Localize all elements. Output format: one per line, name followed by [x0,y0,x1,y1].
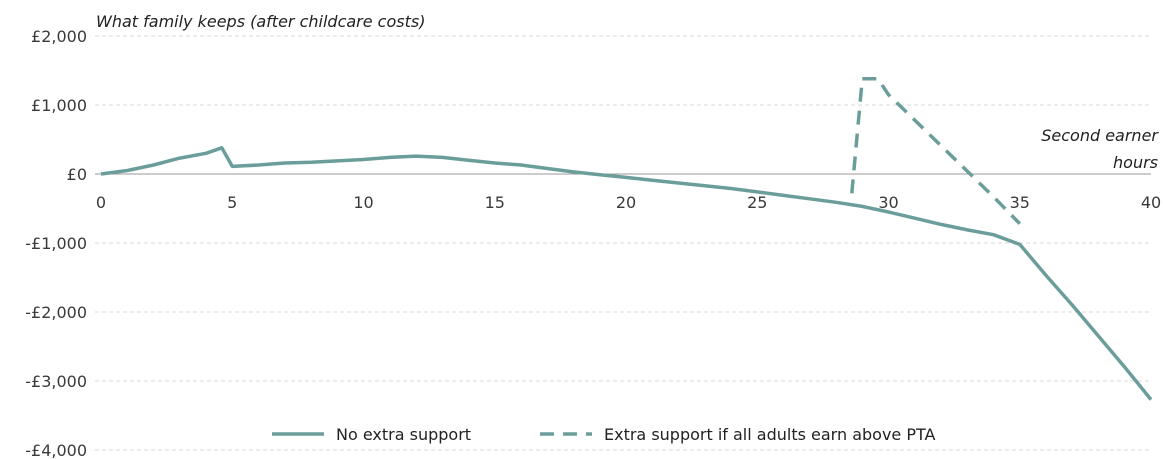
x-tick-label: 10 [353,193,373,212]
series-line-extra-support [850,77,1022,225]
y-tick-label: £1,000 [31,96,87,115]
y-tick-label: -£4,000 [25,441,87,459]
series-line-no-extra-support [100,146,1153,401]
legend-label-no-extra-support: No extra support [336,425,471,444]
x-tick-label: 30 [878,193,898,212]
y-tick-label: £0 [67,165,87,184]
y-axis-title: What family keeps (after childcare costs… [96,12,425,31]
x-tick-label: 40 [1141,193,1161,212]
x-tick-label: 0 [96,193,106,212]
legend: No extra support Extra support if all ad… [272,425,936,444]
y-tick-label: -£1,000 [25,234,87,253]
x-tick-label: 15 [485,193,505,212]
x-axis-title-line-2: hours [1113,153,1158,172]
x-tick-label: 35 [1010,193,1030,212]
x-tick-labels: 0 5 10 15 20 25 30 35 40 [96,193,1161,212]
y-tick-labels: £2,000 £1,000 £0 -£1,000 -£2,000 -£3,000 -£4,0… [25,27,87,459]
legend-label-extra-support: Extra support if all adults earn above P… [604,425,936,444]
grid-lines [95,35,1151,451]
x-tick-label: 25 [747,193,767,212]
x-axis-title-line-1: Second earner [1041,126,1159,145]
y-tick-label: £2,000 [31,27,87,46]
y-tick-label: -£3,000 [25,372,87,391]
x-tick-label: 5 [227,193,237,212]
y-tick-label: -£2,000 [25,303,87,322]
x-tick-label: 20 [616,193,636,212]
series-lines [100,77,1153,401]
